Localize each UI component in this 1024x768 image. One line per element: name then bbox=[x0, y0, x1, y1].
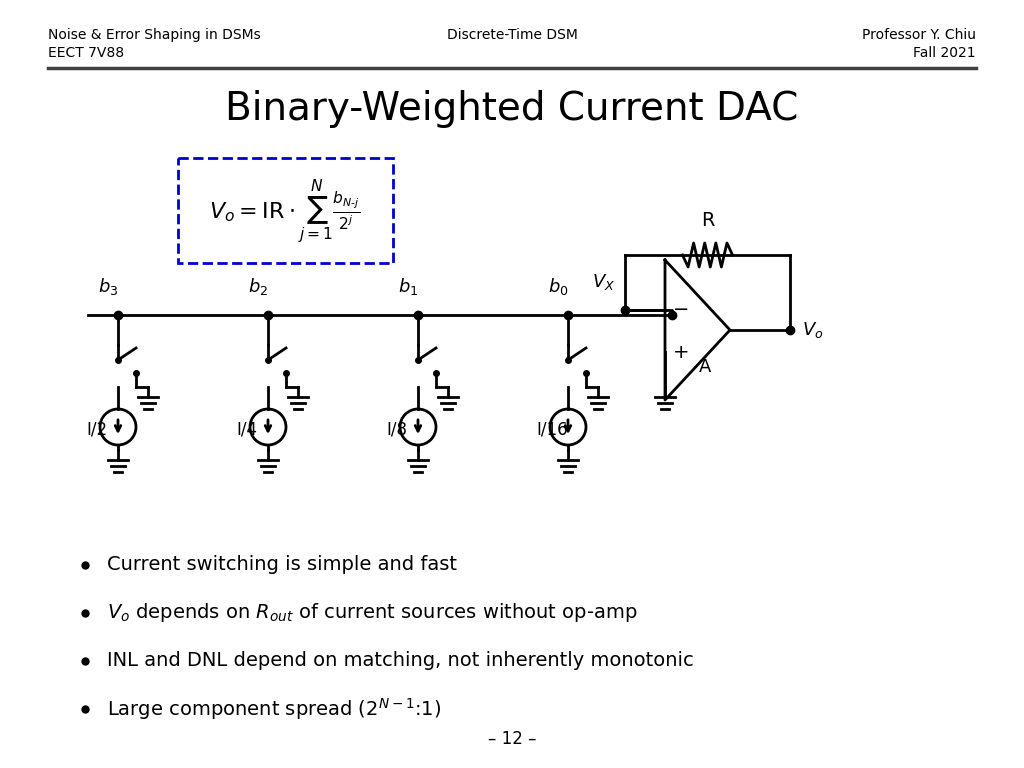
Text: INL and DNL depend on matching, not inherently monotonic: INL and DNL depend on matching, not inhe… bbox=[106, 651, 693, 670]
Text: $b_0$: $b_0$ bbox=[548, 276, 568, 297]
Text: $V_X$: $V_X$ bbox=[592, 272, 615, 292]
Text: Discrete-Time DSM: Discrete-Time DSM bbox=[446, 28, 578, 42]
Text: Large component spread ($2^{N-1}$:1): Large component spread ($2^{N-1}$:1) bbox=[106, 696, 441, 722]
Text: $V_o$: $V_o$ bbox=[802, 320, 823, 340]
Text: +: + bbox=[673, 343, 689, 362]
Text: Noise & Error Shaping in DSMs: Noise & Error Shaping in DSMs bbox=[48, 28, 261, 42]
Text: R: R bbox=[700, 211, 715, 230]
Text: $b_2$: $b_2$ bbox=[248, 276, 268, 297]
Text: A: A bbox=[698, 358, 712, 376]
Text: −: − bbox=[673, 300, 689, 319]
Text: I/2: I/2 bbox=[86, 420, 108, 438]
Text: I/4: I/4 bbox=[236, 420, 257, 438]
Text: $V_o = \mathrm{IR} \cdot \sum_{j=1}^{N} \frac{b_{N\text{-}j}}{2^j}$: $V_o = \mathrm{IR} \cdot \sum_{j=1}^{N} … bbox=[209, 178, 360, 246]
Text: Professor Y. Chiu: Professor Y. Chiu bbox=[862, 28, 976, 42]
Text: I/16: I/16 bbox=[536, 420, 567, 438]
Text: Binary-Weighted Current DAC: Binary-Weighted Current DAC bbox=[225, 90, 799, 128]
Text: Fall 2021: Fall 2021 bbox=[913, 46, 976, 60]
Text: $b_3$: $b_3$ bbox=[98, 276, 119, 297]
Text: I/8: I/8 bbox=[386, 420, 407, 438]
Text: Current switching is simple and fast: Current switching is simple and fast bbox=[106, 555, 457, 574]
Text: – 12 –: – 12 – bbox=[487, 730, 537, 748]
Text: $V_o$ depends on $R_{out}$ of current sources without op-amp: $V_o$ depends on $R_{out}$ of current so… bbox=[106, 601, 637, 624]
Text: EECT 7V88: EECT 7V88 bbox=[48, 46, 124, 60]
Text: $b_1$: $b_1$ bbox=[398, 276, 418, 297]
